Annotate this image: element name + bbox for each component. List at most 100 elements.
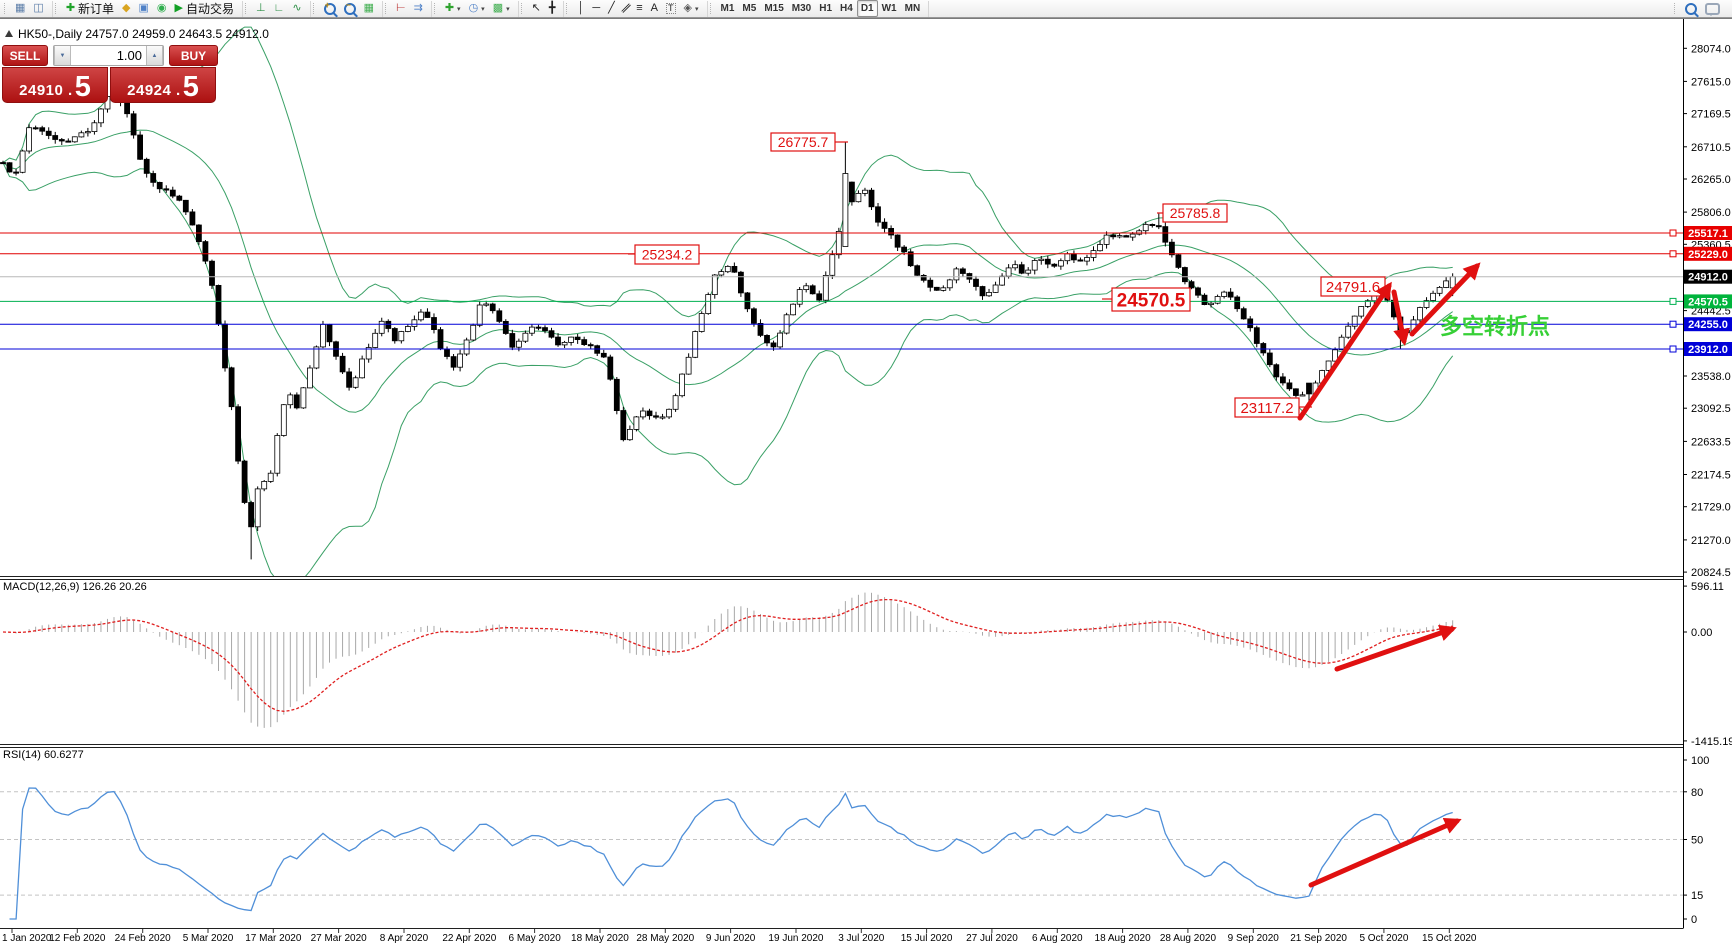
macd-arrow[interactable] [1334,624,1457,672]
crosshair-icon[interactable]: ╋ [545,0,560,17]
zoom-out-icon[interactable] [340,0,360,17]
tf-m30[interactable]: M30 [788,0,815,17]
community-icon[interactable]: ▣ [135,0,153,17]
price-label-text: 24570.5 [1117,290,1186,311]
price-label-box[interactable] [634,244,700,265]
vertical-line-icon[interactable]: │ [573,0,588,17]
fibonacci-icon[interactable]: ≡ [632,0,646,17]
objects-list-icon[interactable]: ∟ [270,0,289,17]
chart-canvas[interactable]: 26775.7 25785.8 25234.2 24570.5 24791.6 23117… [0,18,1732,947]
price-axis[interactable]: 28074.0 27615.0 27169.5 26710.5 26265.0 25806… [1683,18,1732,929]
date-tick-label: 27 Mar 2020 [311,933,368,944]
autoscroll-icon[interactable]: ⇉ [410,0,427,17]
text-label-icon-glyph: T [666,3,676,14]
trend-arrow-up-2[interactable] [1409,262,1481,337]
tile-windows-icon[interactable]: ▦ [360,0,378,17]
new-chart-dropdown[interactable]: ✚ ▾ [441,0,465,17]
buy-price[interactable]: 24924 .5 [110,67,216,103]
sell-button[interactable]: SELL [2,45,48,66]
volume-increase-button[interactable]: ▲ [146,46,163,65]
shapes-dropdown[interactable]: ◈ ▾ [680,0,703,17]
autotrade-button[interactable]: ▶ 自动交易 [171,0,238,17]
cursor-icon[interactable]: ↖ [528,0,545,17]
svg-text:23538.0: 23538.0 [1691,371,1731,383]
chart-profile-icon[interactable]: ◫ [29,0,47,17]
svg-text:-1415.19: -1415.19 [1691,736,1732,748]
price-tag-25229.0 [1684,246,1732,261]
template-dropdown[interactable]: ▩ ▾ [489,0,514,17]
macd-signal-line [2,598,1453,712]
new-chart-window-icon[interactable]: ▦ [11,0,29,17]
indicators-icon[interactable]: ⊥ [252,0,270,17]
zoom-out-icon-glyph [343,0,356,15]
search-icon[interactable] [1681,0,1701,17]
tf-h4[interactable]: H4 [836,0,857,17]
chart-window[interactable]: 26775.7 25785.8 25234.2 24570.5 24791.6 23117… [0,18,1732,947]
rsi-line [9,787,1453,920]
price-label-box[interactable] [1234,397,1300,418]
market-gold-icon[interactable]: ◆ [118,0,134,17]
shapes-dropdown-glyph: ◈ [683,2,692,14]
oneclick-collapse-icon[interactable] [5,30,13,37]
svg-text:0.00: 0.00 [1691,627,1712,639]
toolbar-group-help [1672,1,1732,17]
tf-m1[interactable]: M1 [717,0,739,17]
trendline-icon[interactable]: ╱ [604,0,619,17]
rsi-arrow[interactable] [1308,817,1462,888]
tf-m5[interactable]: M5 [738,0,760,17]
price-annotations[interactable]: 26775.7 25785.8 25234.2 24570.5 24791.6 23117… [628,132,1386,418]
zoom-in-icon[interactable] [320,0,340,17]
buy-price-main: 24924 . [127,81,181,99]
date-tick-label: 28 Aug 2020 [1160,933,1217,944]
svg-text:25229.0: 25229.0 [1688,249,1728,261]
svg-text:50: 50 [1691,835,1703,847]
price-label-box[interactable] [1162,203,1228,223]
price-label-box[interactable] [770,132,836,152]
horizontal-levels[interactable] [0,229,1683,353]
line-chart-icon[interactable]: ∿ [288,0,305,17]
horizontal-line-icon[interactable]: ─ [588,0,604,17]
objects-list-icon-glyph: ∟ [273,2,285,14]
volume-stepper[interactable]: ▼ 1.00 ▲ [53,45,164,66]
turning-point-callout[interactable]: 多空转折点 [1440,314,1550,339]
tf-d1[interactable]: D1 [856,0,878,17]
macd-indicator [2,592,1454,728]
tf-w1[interactable]: W1 [878,0,901,17]
chart-shift-icon[interactable]: ⊢ [392,0,410,17]
svg-text:23092.5: 23092.5 [1691,403,1731,415]
rsi-indicator [0,787,1683,920]
price-label-box[interactable] [1111,287,1191,312]
sell-price[interactable]: 24910 .5 [2,67,108,103]
svg-text:25517.1: 25517.1 [1688,228,1728,240]
autoscroll-icon-glyph: ⇉ [413,2,423,14]
tf-m15[interactable]: M15 [760,0,787,17]
new-order-button-glyph: ✚ [65,2,76,14]
price-tag-23912.0 [1684,342,1732,356]
channel-icon-glyph: ∥ [619,1,633,15]
date-tick-label: 19 Jun 2020 [768,933,823,944]
chat-icon[interactable] [1701,0,1724,17]
tf-mn[interactable]: MN [901,0,925,17]
volume-input[interactable]: 1.00 [116,48,142,63]
date-tick-label: 17 Mar 2020 [245,933,302,944]
date-tick-label: 6 May 2020 [509,933,562,944]
channel-icon[interactable]: ∥ [619,0,633,17]
rsi-label: RSI(14) 60.6277 [3,749,84,761]
trend-arrows[interactable] [1297,262,1481,888]
text-label-icon[interactable]: T [662,0,680,17]
tf-h1[interactable]: H1 [815,0,836,17]
toolbar-group-zoom: ▦ [311,0,384,17]
signals-icon[interactable]: ◉ [153,0,171,17]
date-tick-label: 6 Aug 2020 [1032,933,1083,944]
svg-text:24255.0: 24255.0 [1688,319,1728,331]
date-tick-label: 9 Jun 2020 [706,933,756,944]
volume-decrease-button[interactable]: ▼ [54,46,71,65]
new-order-button[interactable]: ✚ 新订单 [62,0,118,17]
trend-arrow-up-1[interactable] [1297,281,1392,421]
trend-arrow-down[interactable] [1391,289,1410,346]
tf-m30-label: M30 [791,3,812,14]
periodicity-dropdown[interactable]: ◷ ▾ [465,0,489,17]
text-icon[interactable]: A [647,0,662,17]
buy-button[interactable]: BUY [169,45,218,66]
